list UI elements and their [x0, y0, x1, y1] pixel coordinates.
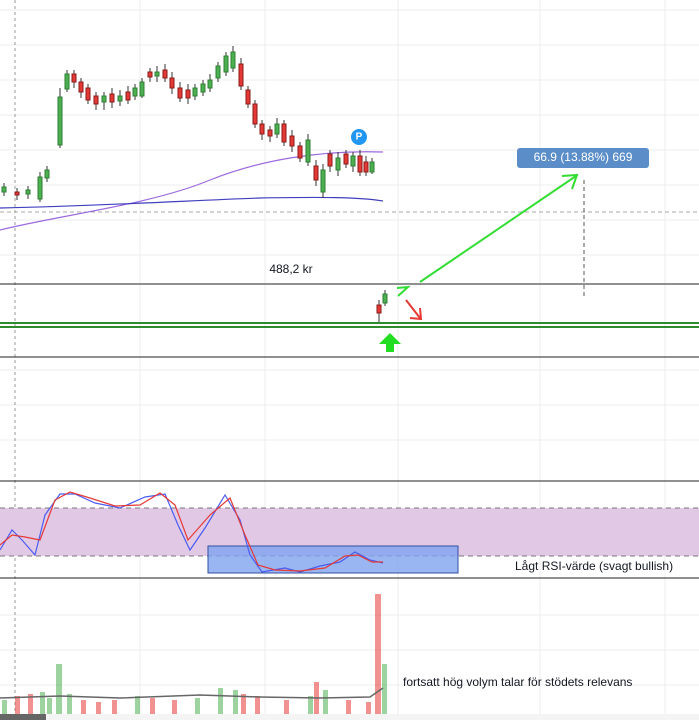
rsi-highlight	[207, 545, 459, 574]
ma-short	[0, 196, 384, 209]
rsi-note: Lågt RSI-värde (svagt bullish)	[515, 559, 673, 573]
candles	[1, 46, 388, 322]
arrow-head	[396, 285, 411, 297]
volume-note: fortsatt hög volym talar för stödets rel…	[403, 675, 632, 689]
arrow-head	[409, 307, 423, 321]
stoch-d	[0, 491, 383, 572]
p-marker: P	[356, 132, 363, 143]
p-marker-badge	[351, 129, 367, 145]
ma-long	[0, 151, 384, 231]
stoch-k	[0, 493, 384, 573]
target-label: 66.9 (13.88%) 669	[534, 150, 633, 164]
time-axis	[0, 714, 699, 720]
down-arrow	[405, 299, 421, 319]
target-arrow	[419, 175, 577, 283]
time-scroll	[0, 714, 46, 720]
volume-ma	[0, 687, 384, 699]
arrow-head	[561, 173, 579, 190]
price-label: 488,2 kr	[269, 262, 312, 276]
up-arrow	[379, 333, 401, 352]
target-badge	[517, 148, 649, 168]
